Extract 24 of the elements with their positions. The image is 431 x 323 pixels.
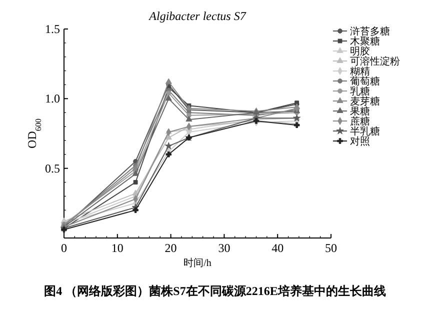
legend-label: 糊精 bbox=[350, 66, 370, 78]
legend-label: 可溶性淀粉 bbox=[350, 56, 400, 68]
x-tick-label: 30 bbox=[218, 241, 230, 255]
y-tick-label: 0.5 bbox=[45, 161, 60, 176]
x-tick-label: 20 bbox=[164, 241, 177, 255]
chart-title: Algibacter lectus S7 bbox=[148, 9, 247, 23]
legend-label: 麦芽糖 bbox=[350, 96, 380, 108]
legend-label: 果糖 bbox=[350, 106, 370, 118]
legend-label: 对照 bbox=[350, 136, 370, 148]
caption: 图4 （网络版彩图）菌株S7在不同碳源2216E培养基中的生长曲线 bbox=[43, 283, 387, 299]
x-tick-label: 0 bbox=[61, 241, 67, 255]
x-axis-title: 时间/h bbox=[184, 257, 212, 269]
legend-label: 乳糖 bbox=[350, 86, 370, 98]
x-tick-label: 40 bbox=[272, 241, 284, 255]
legend-label: 蔗糖 bbox=[350, 116, 370, 128]
legend-label: 明胶 bbox=[350, 46, 370, 58]
legend-label: 半乳糖 bbox=[350, 126, 380, 138]
legend-label: 木聚糖 bbox=[350, 36, 380, 48]
y-tick-label: 1.5 bbox=[45, 22, 60, 36]
legend-label: 浒苔多糖 bbox=[350, 26, 390, 38]
x-tick-label: 10 bbox=[111, 241, 124, 255]
y-tick-label: 1.0 bbox=[45, 92, 60, 106]
x-tick-label: 50 bbox=[325, 241, 337, 255]
legend-label: 葡萄糖 bbox=[350, 76, 380, 88]
